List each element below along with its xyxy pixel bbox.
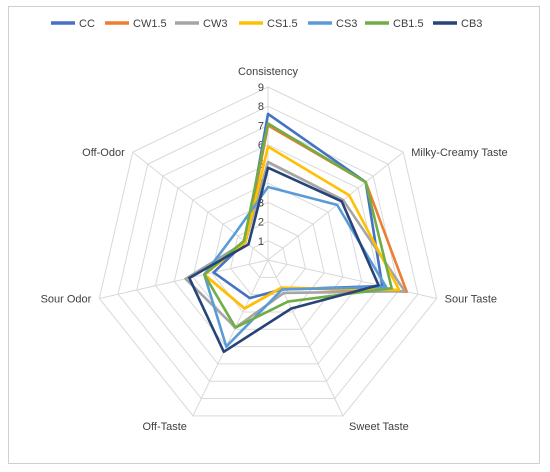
- axis-label: Off-Odor: [82, 147, 125, 159]
- spoke-line: [99, 259, 269, 299]
- axis-labels: Consistency Milky-Creamy Taste Sour Taste S…: [41, 66, 508, 433]
- grid-ring-6: [155, 144, 381, 365]
- series-line-cs1-5: [202, 145, 401, 310]
- axis-label: Sweet Taste: [349, 421, 409, 433]
- grid-ring-1: [248, 240, 288, 278]
- tick-label: 6: [258, 140, 264, 152]
- tick-label: 2: [258, 217, 264, 229]
- series-lines: [184, 112, 408, 354]
- series-line-cb3: [187, 166, 380, 354]
- axis-label: Milky-Creamy Taste: [411, 147, 507, 159]
- grid-ring-8: [117, 105, 419, 400]
- tick-label: 7: [258, 120, 264, 132]
- axis-label: Consistency: [238, 66, 298, 78]
- grid-ring-9: [98, 86, 438, 417]
- tick-label: 8: [258, 101, 264, 113]
- legend-label: CW3: [203, 18, 227, 30]
- axis-label: Sour Odor: [41, 293, 92, 305]
- grid-ring-4: [192, 182, 344, 330]
- radar-grid: [98, 86, 438, 417]
- legend: CC CW1.5 CW3 CS1.5 CS3 CB1.5 CB3: [51, 18, 482, 30]
- spoke-line: [267, 259, 344, 417]
- legend-label: CW1.5: [133, 18, 167, 30]
- grid-ring-7: [136, 124, 400, 382]
- legend-label: CB3: [461, 18, 482, 30]
- spoke-line: [267, 151, 404, 261]
- spoke-line: [267, 259, 437, 299]
- legend-label: CS3: [336, 18, 357, 30]
- axis-label: Off-Taste: [143, 421, 187, 433]
- tick-label: 9: [258, 82, 264, 94]
- legend-label: CS1.5: [267, 18, 298, 30]
- series-line-cb1-5: [202, 122, 393, 329]
- legend-label: CC: [79, 18, 95, 30]
- legend-label: CB1.5: [393, 18, 424, 30]
- tick-label: 3: [258, 197, 264, 209]
- axis-label: Sour Taste: [445, 293, 497, 305]
- spoke-line: [192, 259, 269, 417]
- tick-label: 1: [258, 236, 264, 248]
